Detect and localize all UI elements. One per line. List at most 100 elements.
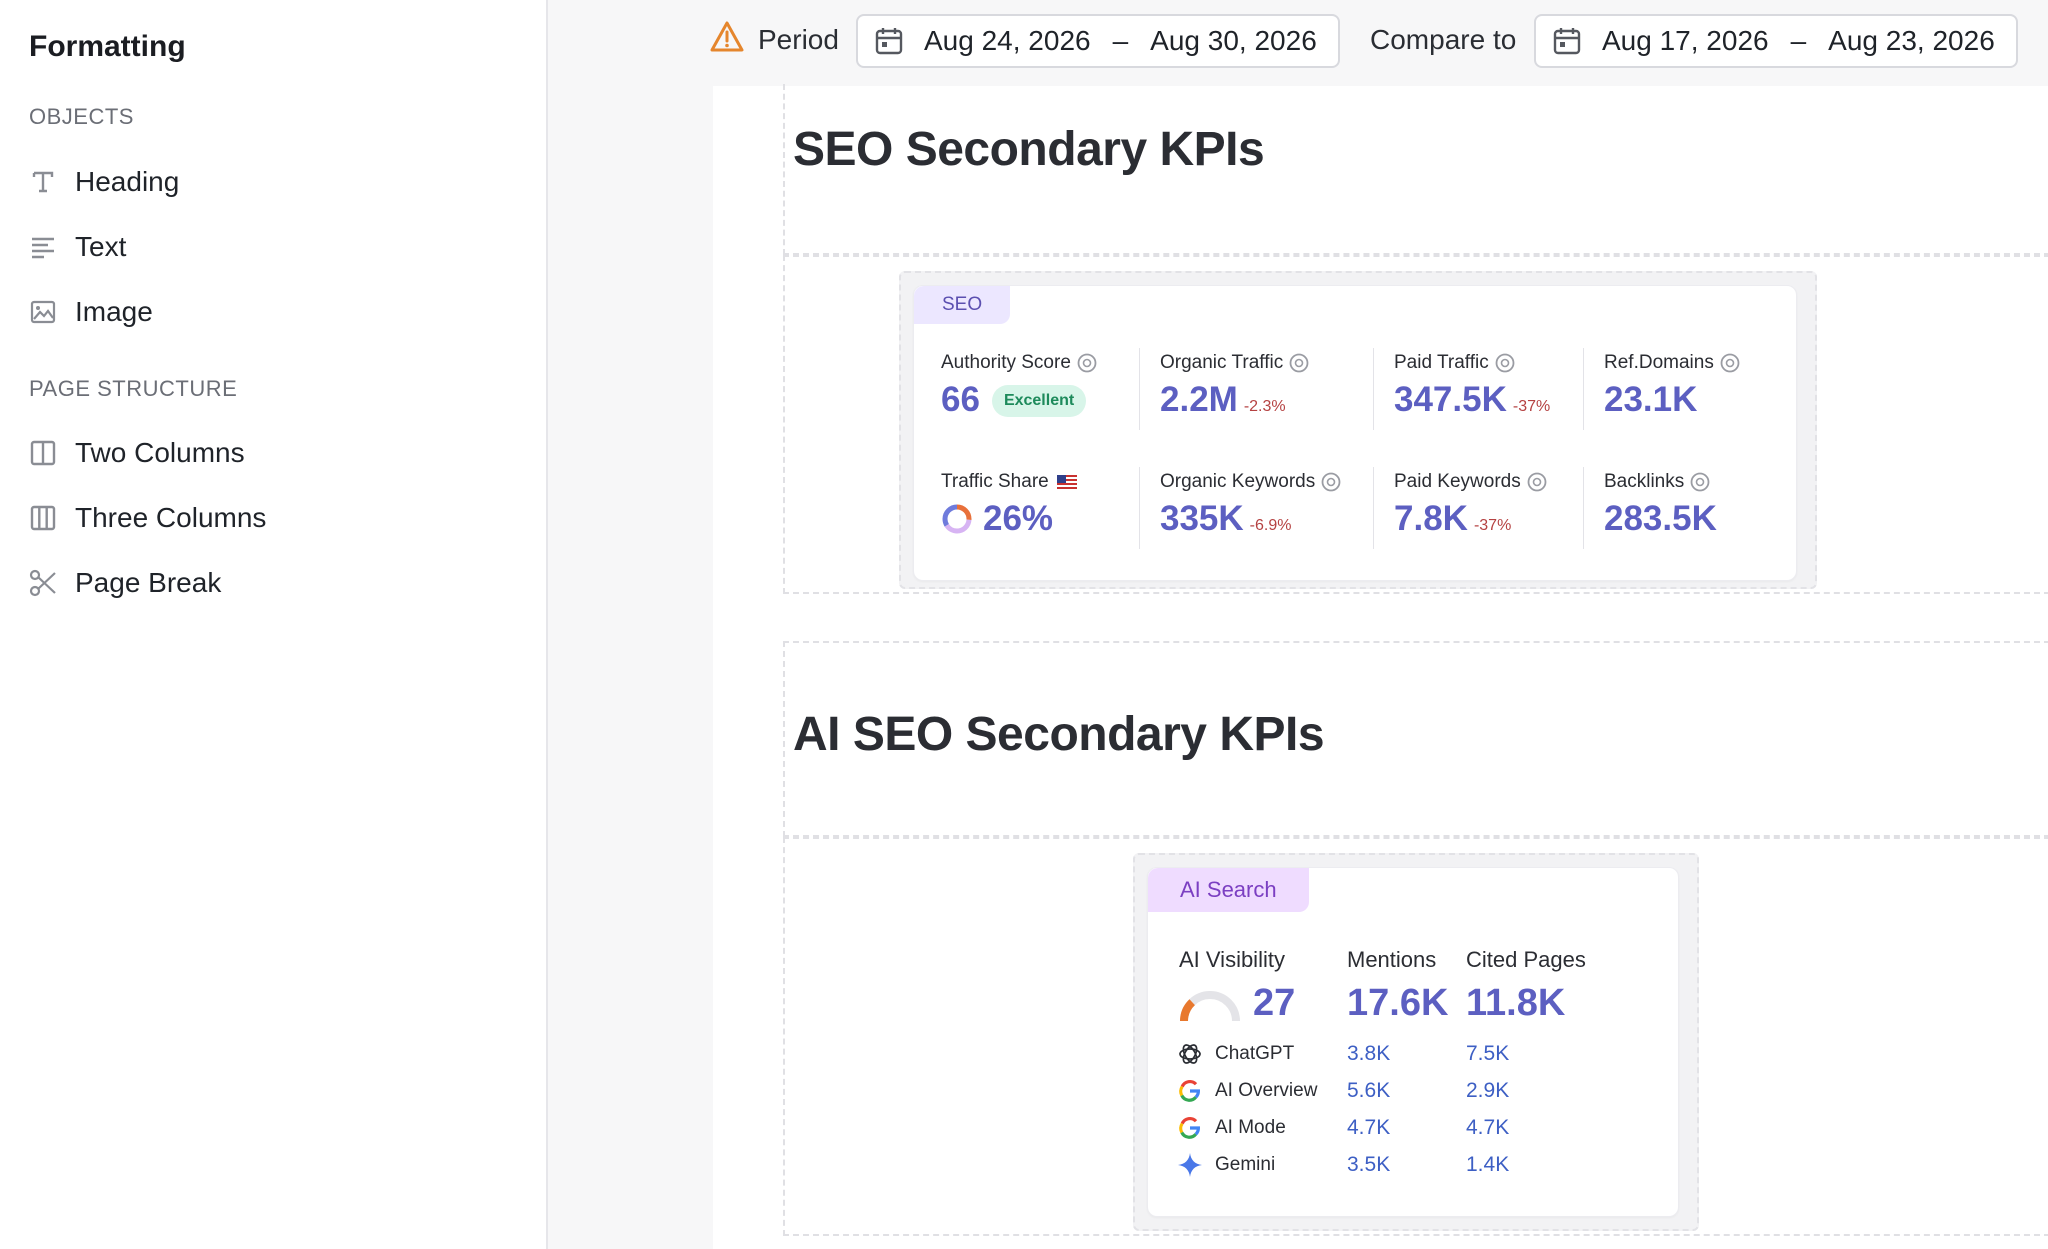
divider — [1583, 467, 1584, 549]
engine-mentions: 5.6K — [1347, 1079, 1391, 1102]
period-date-picker[interactable]: Aug 24, 2026 – Aug 30, 2026 — [856, 14, 1340, 68]
metric-value: 283.5K — [1604, 499, 1717, 538]
sidebar-item-three-columns[interactable]: Three Columns — [29, 498, 266, 538]
text-icon — [29, 233, 57, 261]
sidebar-item-image[interactable]: Image — [29, 292, 153, 332]
engine-row-ai-overview: AI Overview — [1177, 1078, 1317, 1104]
two-columns-icon — [29, 439, 57, 467]
heading-block[interactable]: SEO Secondary KPIs — [783, 84, 2048, 255]
cited-pages-label: Cited Pages — [1466, 947, 1586, 972]
google-icon — [1177, 1115, 1203, 1141]
engine-mentions: 4.7K — [1347, 1116, 1391, 1139]
info-icon[interactable] — [1321, 472, 1341, 492]
chatgpt-icon — [1177, 1041, 1203, 1067]
authority-score-metric: Authority Score 66 Excellent — [941, 352, 1097, 423]
gemini-icon — [1177, 1152, 1203, 1178]
divider — [1139, 467, 1140, 549]
engine-cited-pages: 2.9K — [1466, 1079, 1510, 1102]
scissors-icon — [29, 569, 57, 597]
ai-widget-frame: AI Search AI Visibility Mentions Cited P… — [1133, 853, 1699, 1231]
sidebar-item-label: Heading — [75, 166, 180, 197]
sidebar-item-label: Two Columns — [75, 437, 245, 468]
date-separator: – — [1790, 25, 1807, 56]
mentions-label: Mentions — [1347, 947, 1437, 972]
period-start-date: Aug 24, 2026 — [924, 25, 1091, 56]
metric-value: 347.5K — [1394, 380, 1507, 419]
divider — [1139, 348, 1140, 430]
engine-cited-pages: 4.7K — [1466, 1116, 1510, 1139]
ai-seo-section-heading: AI SEO Secondary KPIs — [793, 708, 1325, 761]
warning-icon[interactable] — [710, 20, 744, 54]
metric-label: Backlinks — [1604, 471, 1685, 492]
organic-traffic-metric: Organic Traffic 2.2M -2.3% — [1160, 352, 1309, 420]
info-icon[interactable] — [1289, 353, 1309, 373]
heading-icon — [29, 168, 57, 196]
seo-kpi-card: SEO Authority Score 66 Excellent Organic … — [913, 285, 1797, 581]
period-end-date: Aug 30, 2026 — [1150, 25, 1317, 56]
divider — [1373, 467, 1374, 549]
excellent-badge: Excellent — [991, 385, 1087, 417]
metric-value: 335K — [1160, 499, 1244, 538]
metric-value: 2.2M — [1160, 380, 1238, 419]
info-icon[interactable] — [1720, 353, 1740, 373]
metric-delta: -37% — [1473, 517, 1512, 534]
seo-widget-frame: SEO Authority Score 66 Excellent Organic … — [899, 271, 1817, 589]
metric-value: 23.1K — [1604, 380, 1698, 419]
heading-block[interactable]: AI SEO Secondary KPIs — [783, 641, 2048, 837]
date-separator: – — [1112, 25, 1129, 56]
engine-name: ChatGPT — [1215, 1043, 1295, 1064]
page-structure-section-label: PAGE STRUCTURE — [29, 376, 238, 401]
us-flag-icon — [1056, 475, 1077, 489]
seo-widget-block[interactable]: SEO Authority Score 66 Excellent Organic … — [783, 255, 2048, 594]
ref-domains-metric: Ref.Domains 23.1K — [1604, 352, 1740, 420]
metric-delta: -2.3% — [1243, 398, 1286, 415]
google-icon — [1177, 1078, 1203, 1104]
image-icon — [29, 298, 57, 326]
donut-chart-icon — [942, 504, 972, 534]
metric-label: Organic Traffic — [1160, 352, 1284, 373]
info-icon[interactable] — [1077, 353, 1097, 373]
compare-date-picker[interactable]: Aug 17, 2026 – Aug 23, 2026 — [1534, 14, 2018, 68]
engine-name: AI Overview — [1215, 1080, 1318, 1101]
metric-label: Traffic Share — [941, 471, 1049, 492]
info-icon[interactable] — [1527, 472, 1547, 492]
sidebar-item-text[interactable]: Text — [29, 227, 126, 267]
sidebar-item-label: Text — [75, 231, 127, 262]
engine-name: AI Mode — [1215, 1117, 1286, 1138]
compare-start-date: Aug 17, 2026 — [1602, 25, 1769, 56]
metric-value: 7.8K — [1394, 499, 1468, 538]
objects-section-label: OBJECTS — [29, 104, 134, 129]
formatting-sidebar: Formatting OBJECTS Heading Text Image PA… — [0, 0, 548, 1249]
engine-row-ai-mode: AI Mode — [1177, 1115, 1286, 1141]
ai-search-card: AI Search AI Visibility Mentions Cited P… — [1147, 867, 1679, 1217]
organic-keywords-metric: Organic Keywords 335K -6.9% — [1160, 471, 1341, 539]
ai-visibility-label: AI Visibility — [1179, 947, 1285, 972]
cited-pages-value: 11.8K — [1466, 982, 1566, 1024]
engine-cited-pages: 1.4K — [1466, 1153, 1510, 1176]
three-columns-icon — [29, 504, 57, 532]
metric-label: Ref.Domains — [1604, 352, 1714, 373]
info-icon[interactable] — [1690, 472, 1710, 492]
sidebar-item-label: Image — [75, 296, 153, 327]
metric-label: Organic Keywords — [1160, 471, 1316, 492]
engine-row-gemini: Gemini — [1177, 1152, 1275, 1178]
date-range-toolbar: Period Aug 24, 2026 – Aug 30, 2026 Compa… — [550, 0, 2048, 84]
period-label: Period — [758, 24, 839, 55]
divider — [1583, 348, 1584, 430]
mentions-value: 17.6K — [1347, 982, 1449, 1024]
info-icon[interactable] — [1495, 353, 1515, 373]
sidebar-item-page-break[interactable]: Page Break — [29, 563, 221, 603]
report-page: SEO Secondary KPIs SEO Authority Score 6… — [713, 84, 2048, 1249]
metric-label: Paid Traffic — [1394, 352, 1489, 373]
sidebar-item-two-columns[interactable]: Two Columns — [29, 433, 245, 473]
ai-widget-block[interactable]: AI Search AI Visibility Mentions Cited P… — [783, 837, 2048, 1236]
ai-visibility-value: 27 — [1253, 982, 1296, 1024]
backlinks-metric: Backlinks 283.5K — [1604, 471, 1717, 539]
engine-mentions: 3.8K — [1347, 1042, 1391, 1065]
paid-traffic-metric: Paid Traffic 347.5K -37% — [1394, 352, 1550, 420]
compare-label: Compare to — [1370, 24, 1517, 55]
sidebar-item-heading[interactable]: Heading — [29, 162, 179, 202]
metric-delta: -37% — [1512, 398, 1551, 415]
engine-mentions: 3.5K — [1347, 1153, 1391, 1176]
report-editor: Period Aug 24, 2026 – Aug 30, 2026 Compa… — [550, 0, 2048, 1249]
